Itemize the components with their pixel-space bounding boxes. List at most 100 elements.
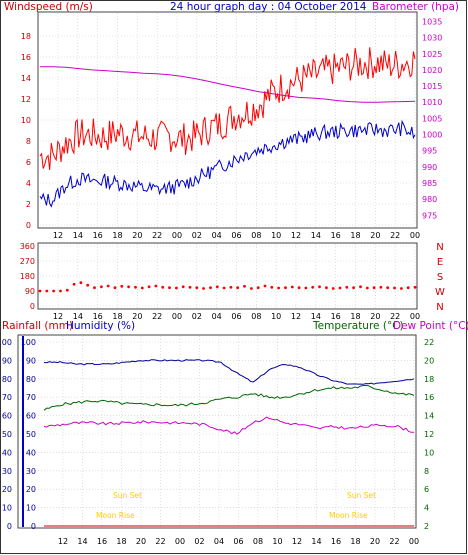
wind-y-tick-label: 14 [21, 74, 31, 83]
temp-x-tick-label: 20 [136, 537, 146, 546]
wind-y-tick-label: 6 [26, 158, 31, 167]
sunset-label-1: Sun Set [113, 491, 142, 500]
direction-point [290, 285, 294, 289]
humidity-line [43, 359, 415, 385]
barometer-y-tick-label: 995 [422, 147, 437, 156]
direction-x-tick-label: 14 [73, 312, 83, 321]
temp-x-tick-label: 02 [194, 537, 204, 546]
barometer-y-tick-label: 1025 [422, 50, 442, 59]
direction-point [209, 286, 212, 290]
humidity-y-tick-label: 50 [26, 430, 36, 439]
temp-x-tick-label: 14 [77, 537, 87, 546]
humidity-outer-tick-label: 90 [2, 356, 12, 365]
wind-x-tick-label: 02 [192, 231, 202, 240]
direction-point [188, 285, 192, 289]
direction-point [79, 281, 83, 285]
temperature-y-tick-label: 16 [424, 393, 434, 402]
wind-y-tick-label: 8 [26, 137, 31, 146]
wind-y-tick-label: 18 [21, 32, 31, 41]
direction-point [331, 287, 335, 290]
direction-point [215, 285, 219, 289]
direction-point [338, 286, 342, 290]
wind-x-tick-label: 12 [291, 231, 301, 240]
direction-point [393, 286, 396, 290]
direction-point [154, 284, 158, 288]
temp-x-tick-label: 00 [409, 537, 419, 546]
direction-point [181, 285, 185, 289]
humidity-y-tick-label: 80 [26, 375, 36, 384]
direction-point [277, 286, 280, 290]
moonrise-label-2: Moon Rise [329, 511, 368, 520]
temp-x-tick-label: 10 [272, 537, 282, 546]
direction-x-tick-label: 12 [291, 312, 301, 321]
direction-x-tick-label: 16 [93, 312, 103, 321]
wind-gust-line [39, 47, 416, 170]
temperature-y-tick-label: 10 [424, 448, 434, 457]
direction-point [400, 287, 403, 290]
chart-marks [22, 47, 417, 527]
direction-point [106, 284, 110, 288]
direction-y-tick-label: 360 [20, 242, 35, 251]
direction-x-tick-label: 22 [390, 312, 400, 321]
direction-point [140, 286, 144, 290]
direction-x-tick-label: 12 [53, 312, 63, 321]
temperature-y-tick-label: 22 [424, 338, 434, 347]
barometer-y-tick-label: 975 [422, 211, 437, 220]
compass-label: N [436, 242, 443, 253]
direction-x-tick-label: 04 [212, 312, 222, 321]
wind-x-tick-label: 18 [112, 231, 122, 240]
direction-point [243, 284, 246, 288]
barometer-y-tick-label: 1030 [422, 34, 442, 43]
direction-point [147, 285, 151, 289]
direction-y-tick-label: 90 [25, 287, 35, 296]
temperature-axis-title: Temperature (°C) [312, 320, 404, 332]
humidity-outer-tick-label: 20 [2, 485, 12, 494]
wind-x-tick-label: 00 [410, 231, 420, 240]
barometer-y-tick-label: 1020 [422, 66, 442, 75]
direction-point [263, 284, 267, 288]
direction-point [236, 286, 240, 290]
direction-point [250, 287, 253, 290]
dewpoint-axis-title: Dew Point (°C) [393, 320, 468, 332]
barometer-y-tick-label: 1005 [422, 114, 442, 123]
humidity-y-tick-label: 30 [26, 467, 36, 476]
direction-y-tick-label: 270 [20, 257, 35, 266]
temp-x-tick-label: 16 [97, 537, 107, 546]
wind-x-tick-label: 08 [251, 231, 261, 240]
direction-x-tick-label: 02 [192, 312, 202, 321]
barometer-axis-title: Barometer (hpa) [372, 1, 459, 13]
wind-x-tick-label: 22 [152, 231, 162, 240]
temperature-y-tick-label: 14 [424, 412, 434, 421]
direction-x-tick-label: 08 [251, 312, 261, 321]
direction-point [222, 286, 226, 290]
compass-label: S [437, 272, 443, 283]
temperature-y-tick-label: 4 [424, 504, 429, 513]
humidity-outer-tick-label: 0 [7, 522, 12, 531]
humidity-y-tick-label: 0 [31, 522, 36, 531]
temp-x-tick-label: 12 [292, 537, 302, 546]
direction-x-tick-label: 22 [152, 312, 162, 321]
temperature-y-tick-label: 12 [424, 430, 434, 439]
direction-point [270, 285, 274, 289]
compass-label: N [436, 302, 443, 313]
direction-point [372, 286, 376, 290]
direction-point [413, 285, 417, 289]
direction-point [175, 286, 178, 290]
wind-x-tick-label: 18 [350, 231, 360, 240]
humidity-outer-tick-label: 60 [2, 412, 12, 421]
direction-x-tick-label: 14 [311, 312, 321, 321]
wind-x-tick-label: 14 [73, 231, 83, 240]
direction-point [195, 286, 199, 290]
direction-point [311, 285, 315, 289]
barometer-y-tick-label: 980 [422, 195, 437, 204]
temp-panel-frame [17, 334, 417, 529]
barometer-y-tick-label: 1000 [422, 131, 442, 140]
temperature-y-tick-label: 2 [424, 522, 429, 531]
direction-point [202, 287, 206, 290]
direction-point [386, 286, 390, 290]
direction-point [304, 286, 308, 290]
direction-point [365, 286, 369, 290]
humidity-y-tick-label: 20 [26, 485, 36, 494]
direction-x-tick-label: 18 [350, 312, 360, 321]
